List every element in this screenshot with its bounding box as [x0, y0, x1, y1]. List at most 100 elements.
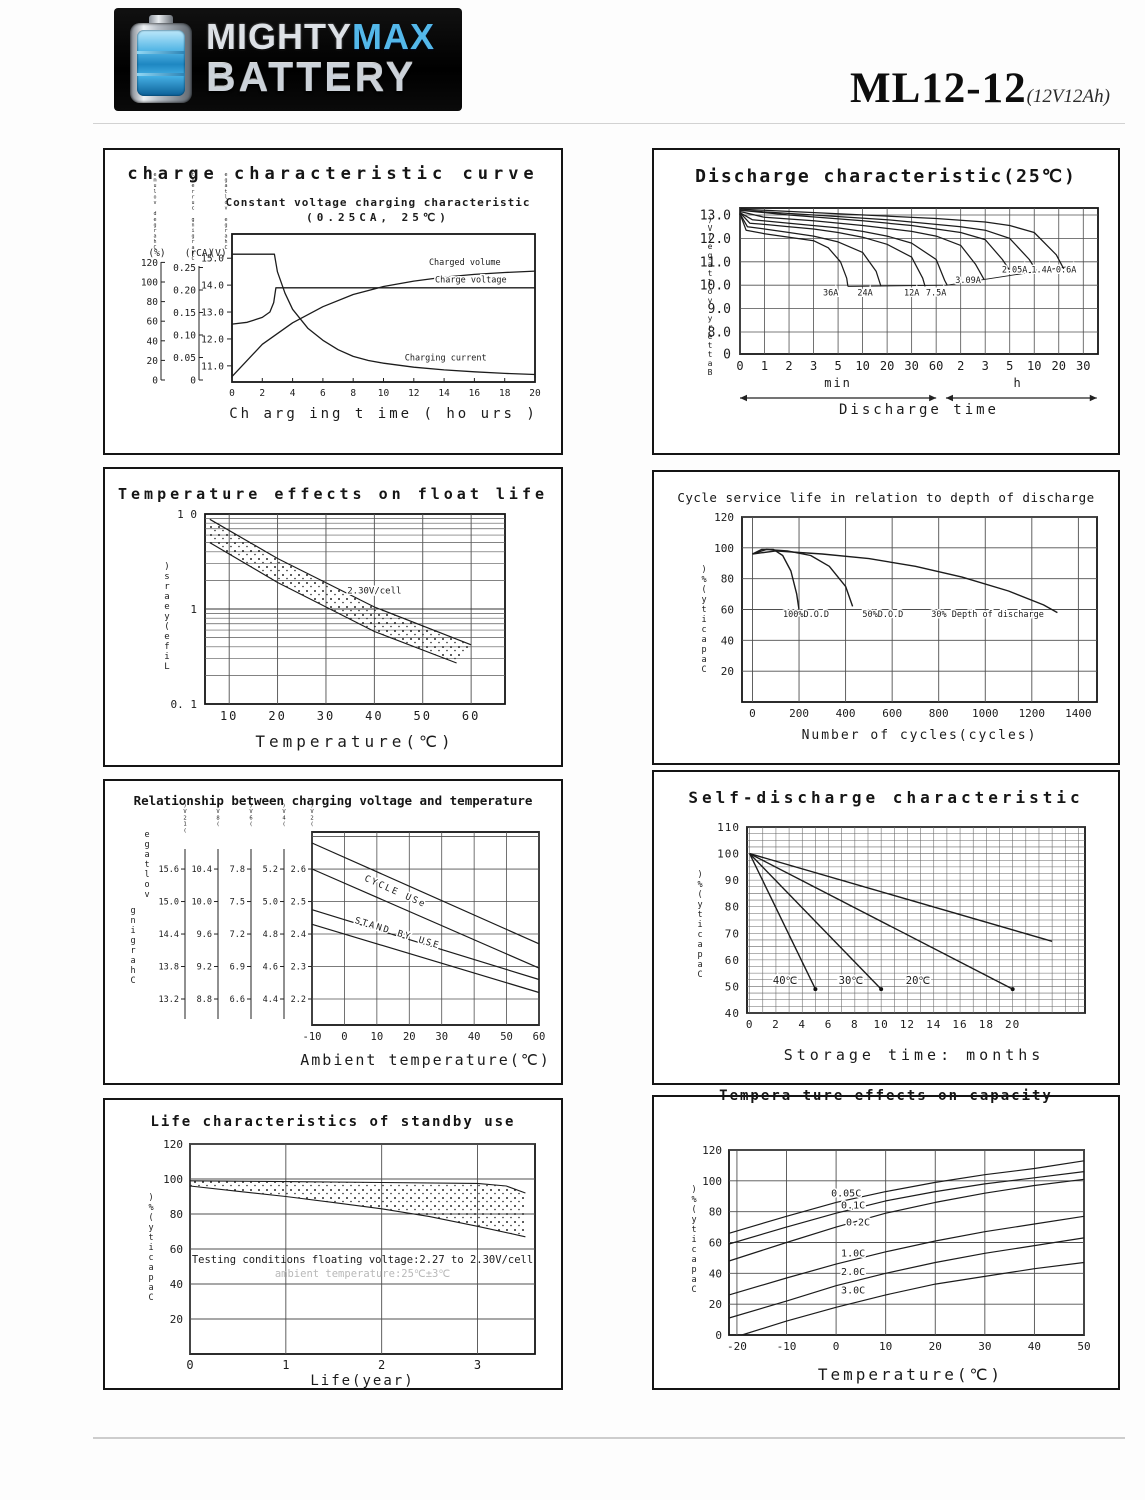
svg-text:60: 60	[721, 604, 734, 617]
svg-text:g: g	[144, 840, 149, 850]
svg-text:a: a	[144, 850, 149, 860]
svg-text:u: u	[191, 200, 194, 206]
svg-text:a: a	[148, 1283, 153, 1293]
svg-text:): )	[282, 803, 285, 809]
svg-text:4: 4	[290, 388, 296, 399]
svg-text:a: a	[691, 1255, 696, 1265]
svg-text:i: i	[697, 920, 702, 930]
svg-text:11.0: 11.0	[201, 361, 224, 372]
svg-text:2: 2	[310, 815, 313, 821]
svg-text:3.09A: 3.09A	[955, 276, 981, 286]
svg-text:60: 60	[929, 359, 943, 373]
svg-text:V: V	[249, 809, 253, 815]
svg-text:c: c	[191, 206, 194, 212]
svg-text:l: l	[144, 870, 149, 880]
svg-text:60: 60	[147, 317, 159, 328]
svg-text:p: p	[691, 1265, 696, 1275]
svg-text:1: 1	[761, 359, 768, 373]
svg-text:80: 80	[725, 901, 740, 914]
svg-text:2: 2	[183, 815, 186, 821]
footer-divider	[93, 1437, 1125, 1439]
svg-text:a: a	[148, 1263, 153, 1273]
svg-text:24A: 24A	[857, 289, 872, 299]
svg-text:p: p	[148, 1273, 153, 1283]
svg-text:0.2C: 0.2C	[846, 1218, 870, 1229]
svg-text:1: 1	[282, 1358, 289, 1372]
svg-text:e: e	[153, 217, 156, 223]
chart-title: Temperature effects on float life	[117, 485, 548, 503]
temperature-capacity-chart: 120 100 80 60 40 20 0 -20 -10 0 10 20 30 40 50 Temperat…	[691, 1144, 1090, 1384]
svg-text:10: 10	[378, 388, 390, 399]
svg-text:): )	[164, 562, 169, 572]
chart-subtitle-line2: (0.25CA, 25℃)	[306, 211, 450, 224]
chart-title: charge characteristic curve	[127, 164, 539, 184]
svg-text:t: t	[708, 269, 713, 278]
svg-text:(: (	[249, 822, 252, 828]
svg-text:20: 20	[1052, 359, 1066, 373]
svg-text:(: (	[708, 233, 713, 242]
svg-text:100%D.O.D: 100%D.O.D	[783, 610, 829, 620]
svg-text:40℃: 40℃	[773, 975, 798, 987]
svg-text:40: 40	[365, 709, 383, 723]
svg-text:v: v	[144, 890, 149, 900]
svg-text:120: 120	[714, 511, 734, 524]
svg-text:o: o	[153, 194, 156, 200]
svg-text:10: 10	[855, 359, 869, 373]
svg-text:0.05C: 0.05C	[831, 1188, 861, 1199]
svg-text:): )	[249, 803, 252, 809]
svg-text:0. 1: 0. 1	[171, 698, 198, 711]
svg-text:7.5: 7.5	[230, 898, 245, 908]
svg-text:20: 20	[880, 359, 894, 373]
svg-text:a: a	[130, 956, 135, 966]
svg-text:h: h	[1013, 376, 1020, 390]
svg-text:40: 40	[468, 1031, 481, 1043]
svg-text:13.0: 13.0	[700, 209, 731, 224]
svg-text:20: 20	[721, 665, 734, 678]
svg-text:i: i	[130, 926, 135, 936]
svg-text:y: y	[708, 314, 713, 323]
svg-text:(: (	[216, 822, 219, 828]
svg-text:20: 20	[709, 1298, 722, 1311]
svg-text:40: 40	[725, 1007, 740, 1020]
svg-text:120: 120	[141, 258, 158, 269]
svg-text:g: g	[224, 222, 227, 228]
chart-title: Discharge characteristic(25℃)	[695, 166, 1077, 187]
svg-text:e: e	[191, 183, 194, 189]
svg-text:0: 0	[746, 1018, 754, 1031]
svg-text:p: p	[701, 645, 706, 655]
svg-text:20℃: 20℃	[906, 975, 931, 987]
svg-text:20: 20	[403, 1031, 416, 1043]
svg-text:l: l	[153, 189, 156, 195]
svg-text:Ch arg ing t ime ( ho urs ): Ch arg ing t ime ( ho urs )	[229, 406, 538, 422]
svg-text:ambient temperature:25℃±3℃: ambient temperature:25℃±3℃	[275, 1268, 451, 1280]
svg-text:50: 50	[725, 980, 740, 993]
svg-text:o: o	[144, 880, 149, 890]
svg-text:s: s	[164, 572, 169, 582]
model-number: ML12-12	[850, 65, 1027, 112]
svg-text:a: a	[701, 655, 706, 665]
svg-text:h: h	[224, 239, 227, 245]
svg-text:a: a	[153, 234, 156, 240]
svg-text:V: V	[282, 809, 286, 815]
svg-text:Charged volume: Charged volume	[429, 258, 501, 268]
svg-text:60: 60	[725, 954, 740, 967]
svg-text:20: 20	[170, 1313, 183, 1326]
svg-text:0: 0	[152, 376, 158, 387]
chart-title: Cycle service life in relation to depth …	[677, 490, 1095, 505]
charge-characteristic-chart: 0 2 4 6 8 10 12 14 16 18 20 Ch arg ing t ime ( ho u…	[141, 172, 541, 422]
svg-text:800: 800	[929, 707, 949, 720]
svg-text:): )	[148, 1193, 153, 1203]
svg-text:36A: 36A	[823, 289, 838, 299]
svg-text:r: r	[224, 228, 227, 234]
svg-text:-20: -20	[727, 1340, 747, 1353]
svg-text:l: l	[224, 194, 227, 200]
svg-text:5.2: 5.2	[263, 865, 278, 875]
svg-text:C: C	[224, 245, 227, 251]
svg-text:o: o	[708, 287, 713, 296]
svg-text:0: 0	[715, 1329, 722, 1342]
svg-text:(: (	[282, 822, 285, 828]
svg-text:30: 30	[904, 359, 918, 373]
svg-text:Ambient temperature(℃): Ambient temperature(℃)	[300, 1051, 551, 1069]
svg-text:r: r	[191, 194, 194, 200]
